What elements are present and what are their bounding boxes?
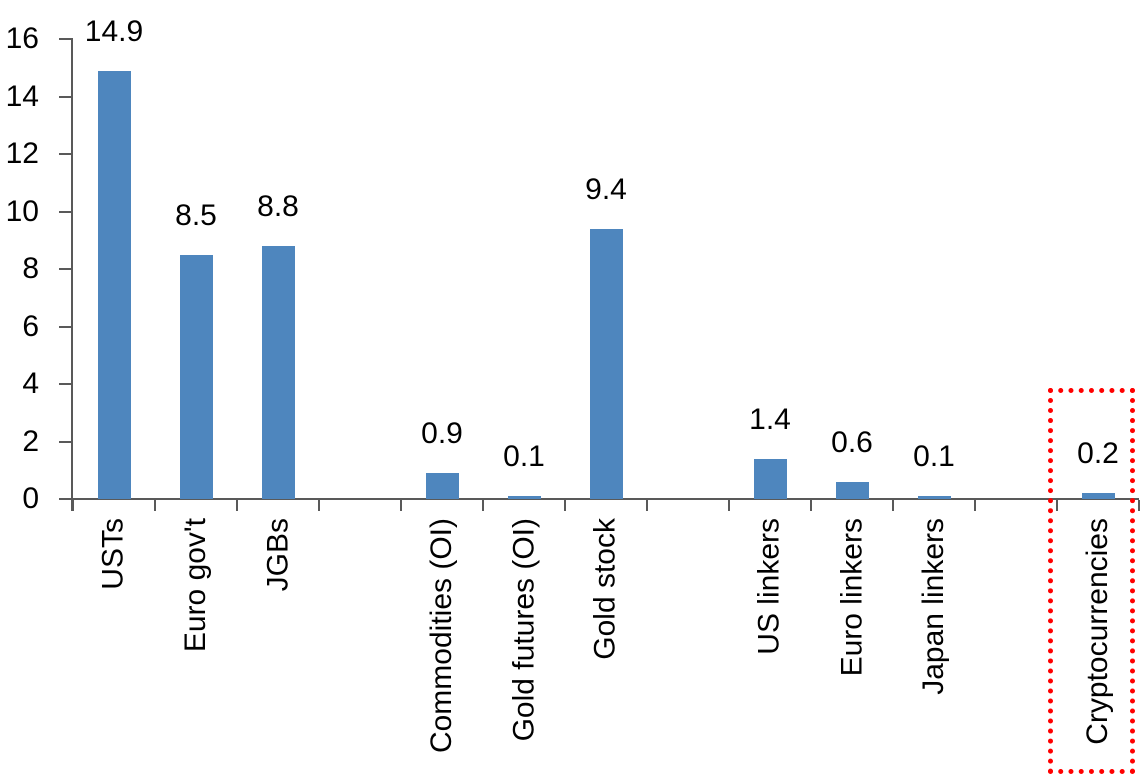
x-tick-mark (318, 500, 320, 511)
x-axis-line (73, 498, 1139, 500)
bar-us-linkers (753, 458, 787, 499)
y-axis-line (71, 39, 73, 511)
x-tick-mark (892, 500, 894, 511)
x-category-label: Japan linkers (917, 518, 950, 695)
bar-gold-stock (589, 228, 623, 499)
y-tick-mark (59, 498, 73, 500)
x-tick-mark (728, 500, 730, 511)
x-category-label: Euro gov't (179, 518, 212, 653)
value-label: 0.1 (503, 440, 545, 474)
x-category-label: Cryptocurrencies (1081, 518, 1114, 745)
x-category-label: Euro linkers (835, 518, 868, 677)
x-tick-mark (236, 500, 238, 511)
value-label: 8.5 (175, 198, 217, 232)
value-label: 0.9 (421, 417, 463, 451)
bar-japan-linkers (917, 496, 951, 499)
x-category-label: Gold stock (589, 518, 622, 660)
x-tick-mark (154, 500, 156, 511)
x-tick-mark (482, 500, 484, 511)
bar-cryptocurrencies (1081, 493, 1115, 499)
x-category-label: Gold futures (OI) (507, 518, 540, 742)
x-tick-mark (72, 500, 74, 511)
value-label: 0.6 (831, 425, 873, 459)
y-tick-mark (59, 38, 73, 40)
y-tick-label: 0 (22, 482, 39, 515)
value-label: 8.8 (257, 190, 299, 223)
x-tick-mark (1056, 500, 1058, 511)
x-category-label: USTs (97, 518, 130, 590)
x-tick-mark (810, 500, 812, 511)
x-category-label: Commodities (OI) (425, 518, 458, 754)
x-category-label: US linkers (753, 518, 786, 655)
x-tick-mark (646, 500, 648, 511)
y-tick-mark (59, 383, 73, 385)
bar-euro-gov-t (179, 254, 213, 499)
y-tick-label: 4 (22, 367, 39, 400)
value-label: 1.4 (749, 402, 791, 436)
value-label: 14.9 (84, 14, 144, 48)
y-tick-mark (59, 268, 73, 270)
bar-jgbs (261, 246, 295, 499)
bar-commodities-oi (425, 473, 459, 499)
bar-gold-futures-oi (507, 496, 541, 499)
y-tick-label: 16 (5, 22, 39, 55)
y-tick-label: 6 (22, 309, 39, 343)
value-label: 0.2 (1077, 437, 1119, 471)
x-tick-mark (564, 500, 566, 511)
y-tick-label: 10 (5, 194, 39, 228)
x-tick-mark (400, 500, 402, 511)
x-tick-mark (974, 500, 976, 511)
x-tick-mark (1138, 500, 1140, 511)
y-tick-mark (59, 325, 73, 328)
y-tick-label: 2 (22, 424, 39, 458)
y-tick-mark (59, 153, 73, 155)
value-label: 9.4 (585, 172, 627, 206)
y-tick-label: 12 (5, 137, 39, 170)
y-tick-label: 14 (5, 79, 39, 113)
y-tick-mark (59, 440, 73, 443)
y-tick-label: 8 (22, 252, 39, 285)
x-category-label: JGBs (261, 518, 294, 592)
y-tick-mark (59, 95, 73, 98)
value-label: 0.1 (913, 440, 955, 474)
bar-euro-linkers (835, 481, 869, 499)
bar-usts (97, 70, 131, 499)
y-tick-mark (59, 210, 73, 213)
